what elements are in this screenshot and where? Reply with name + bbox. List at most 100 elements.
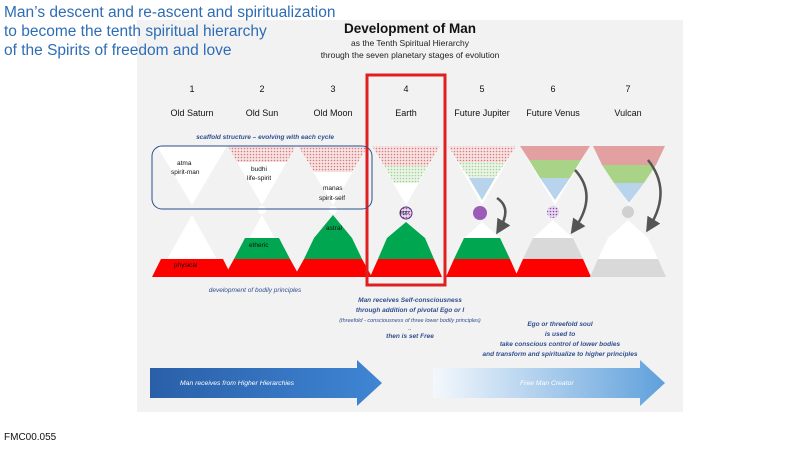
- stage-3-dotted-band: [298, 146, 368, 172]
- stage-4-name: Earth: [395, 108, 417, 118]
- label-ego: ego: [400, 210, 410, 216]
- stage-7-green-band: [602, 165, 656, 183]
- diagram-title-block: Development of Man as the Tenth Spiritua…: [290, 20, 530, 61]
- stage-6-green-band: [529, 160, 581, 178]
- stage-3-etheric-band: [304, 238, 362, 259]
- stage-5-curved-arrow: [496, 196, 511, 235]
- stage-1-number: 1: [189, 84, 195, 94]
- arrow-right-label: Free Man Creator: [520, 380, 574, 387]
- stage-5-etheric-band: [454, 238, 510, 259]
- stage-3-name: Old Moon: [313, 108, 353, 118]
- stage-5-dotted-green-band: [458, 162, 506, 178]
- stage-3-number: 3: [330, 84, 336, 94]
- stage-4-ego-node: [399, 206, 413, 220]
- label-life-spirit: life-spirit: [247, 175, 272, 182]
- stage-7-physical-band: [590, 259, 666, 277]
- soul-note-line-2: is used to: [544, 331, 576, 338]
- diagram-title: Development of Man: [343, 21, 476, 36]
- earth-note-line-1: Man receives Self-consciousness: [358, 297, 462, 304]
- stage-2-name: Old Sun: [245, 108, 279, 118]
- stage-2-node: [258, 206, 266, 214]
- stage-7-figure: [590, 146, 666, 277]
- earth-note-line-3: (threefold - consciousness of three lowe…: [339, 318, 481, 324]
- scaffold-outline: [151, 145, 373, 210]
- stage-5-physical-band: [446, 259, 518, 277]
- stage-1-physical-band: [152, 259, 232, 277]
- stage-6-ego-node: [547, 206, 559, 218]
- stage-6-physical-band: [515, 259, 591, 277]
- stage-5-dotted-band: [448, 146, 516, 162]
- earth-note-line-4: ..: [408, 325, 412, 332]
- stage-3-figure: [294, 146, 372, 277]
- earth-note: Man receives Self-consciousness through …: [300, 296, 520, 342]
- stage-6-astral-band: [533, 220, 573, 238]
- diagram-subtitle-1: as the Tenth Spiritual Hierarchy: [351, 38, 469, 48]
- stage-3-astral-band: [314, 215, 352, 238]
- arrow-receives-from-higher-hierarchies: [150, 360, 382, 406]
- stage-6-blue-band: [540, 178, 570, 200]
- stage-6-curved-arrow: [570, 169, 588, 235]
- soul-note-line-1: Ego or threefold soul: [527, 321, 593, 328]
- stage-7-name: Vulcan: [614, 108, 642, 118]
- stage-7-curved-arrow: [646, 159, 662, 233]
- slide-title: Man’s descent and re-ascent and spiritua…: [4, 3, 384, 60]
- soul-note-line-4: and transform and spiritualize to higher…: [482, 351, 638, 358]
- stage-3-physical-band: [294, 259, 372, 277]
- soul-note-line-3: take conscious control of lower bodies: [499, 341, 621, 348]
- earth-highlight-box: [365, 73, 447, 287]
- diagram-subtitle-2: through the seven planetary stages of ev…: [320, 50, 500, 60]
- stage-4-dotted-band: [372, 146, 440, 166]
- stage-4-dotted-green-band: [384, 166, 428, 183]
- label-etheric: etheric: [249, 242, 269, 249]
- slide-code: FMC00.055: [4, 432, 57, 443]
- stage-5-ego-node: [473, 206, 487, 220]
- soul-note: Ego or threefold soul is used to take co…: [460, 320, 660, 360]
- stage-2-etheric-band: [234, 238, 290, 259]
- stage-4-number: 4: [403, 84, 409, 94]
- stage-2-number: 2: [259, 84, 265, 94]
- stage-4-astral-band: [387, 222, 425, 238]
- stage-2-figure: [224, 146, 300, 277]
- label-spirit-self: spirit-self: [319, 195, 346, 202]
- stage-7-ego-node: [622, 206, 634, 218]
- stage-6-red-band: [520, 146, 590, 160]
- earth-note-line-2: through addition of pivotal Ego or I: [355, 307, 465, 314]
- stage-5-astral-band: [464, 222, 500, 238]
- stage-4-figure: [365, 73, 447, 287]
- stage-7-blue-band: [614, 183, 644, 203]
- stage-6-number: 6: [550, 84, 556, 94]
- earth-note-line-5: then is set Free: [386, 333, 434, 340]
- stage-6-figure: [515, 146, 591, 277]
- stage-2-physical-band: [224, 259, 300, 277]
- stage-5-name: Future Jupiter: [454, 108, 510, 118]
- bodily-principles-note: development of bodily principles: [208, 287, 302, 294]
- arrow-left-label: Man receives from Higher Hierarchies: [180, 380, 295, 387]
- label-manas: manas: [323, 185, 343, 192]
- stage-4-physical-band: [370, 259, 442, 277]
- stage-4-etheric-band: [378, 238, 434, 259]
- stage-5-figure: [446, 146, 518, 277]
- stage-1-upper-triangle: [157, 146, 227, 205]
- stage-6-name: Future Venus: [526, 108, 580, 118]
- label-budhi: budhi: [251, 166, 267, 173]
- slide-title-line-1: Man’s descent and re-ascent and spiritua…: [4, 4, 336, 21]
- slide-title-line-3: of the Spirits of freedom and love: [4, 42, 232, 59]
- stage-3-node: [329, 206, 337, 214]
- stage-1-figure: [152, 146, 232, 277]
- stage-7-etheric-band: [598, 238, 658, 259]
- label-atma: atma: [177, 160, 192, 167]
- stage-6-etheric-band: [523, 238, 583, 259]
- stage-7-number: 7: [625, 84, 631, 94]
- label-spirit-man: spirit-man: [171, 169, 200, 176]
- arrow-free-man-creator: [433, 360, 665, 406]
- label-physical: physical: [174, 262, 198, 269]
- stage-5-number: 5: [479, 84, 485, 94]
- slide-title-line-2: to become the tenth spiritual hierarchy: [4, 23, 267, 40]
- scaffold-note: scaffold structure – evolving with each …: [196, 134, 334, 141]
- stage-5-blue-band: [469, 178, 495, 200]
- stage-7-astral-band: [608, 220, 648, 238]
- stage-1-name: Old Saturn: [170, 108, 214, 118]
- stage-7-red-band: [593, 146, 665, 165]
- stage-2-dotted-band: [228, 146, 296, 162]
